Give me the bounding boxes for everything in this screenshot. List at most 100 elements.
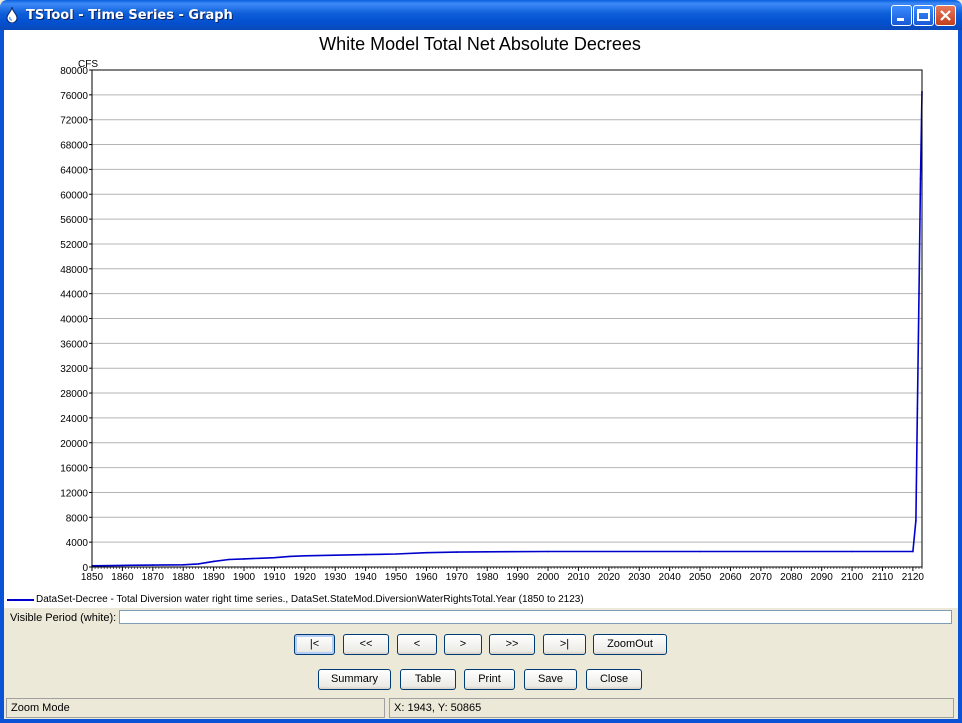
data-point <box>228 558 230 561</box>
x-tick-label: 2090 <box>811 572 834 583</box>
maximize-button[interactable] <box>913 5 934 26</box>
y-tick-label: 36000 <box>60 339 88 350</box>
y-tick-label: 8000 <box>66 513 89 524</box>
x-tick-label: 2110 <box>872 572 894 583</box>
data-point <box>456 551 458 553</box>
first-page-button[interactable]: |< <box>294 634 335 655</box>
legend-line-swatch <box>7 599 34 601</box>
x-tick-label: 2010 <box>567 572 590 583</box>
x-tick-label: 2050 <box>689 572 712 583</box>
print-button[interactable]: Print <box>464 669 515 690</box>
data-point <box>916 407 919 410</box>
window-frame <box>0 30 962 723</box>
data-point <box>699 550 701 553</box>
series-line-0 <box>91 91 923 567</box>
data-point <box>304 555 306 557</box>
x-tick-label: 1860 <box>111 572 134 583</box>
previous-page-button[interactable]: << <box>343 634 389 655</box>
title-bar: TSTool - Time Series - Graph <box>0 0 962 30</box>
x-tick-label: 2000 <box>537 572 560 583</box>
x-tick-label: 2060 <box>719 572 742 583</box>
y-tick-label: 44000 <box>60 290 88 301</box>
close-icon <box>940 10 951 21</box>
window-title: TSTool - Time Series - Graph <box>26 8 233 23</box>
data-point <box>918 292 920 295</box>
previous-button[interactable]: < <box>397 634 437 655</box>
status-mode: Zoom Mode <box>6 698 385 718</box>
data-point <box>395 553 397 555</box>
y-tick-label: 56000 <box>60 215 88 226</box>
x-tick-label: 1970 <box>446 572 469 583</box>
x-tick-label: 2020 <box>598 572 621 583</box>
data-point <box>486 551 489 553</box>
x-tick-label: 1880 <box>172 572 195 583</box>
data-point <box>851 550 853 553</box>
x-tick-label: 1990 <box>507 572 530 583</box>
next-button[interactable]: > <box>444 634 482 655</box>
data-point <box>182 564 184 566</box>
x-tick-label: 1870 <box>142 572 165 583</box>
x-tick-label: 1930 <box>324 572 347 583</box>
data-point <box>425 551 428 554</box>
y-tick-label: 76000 <box>60 91 88 102</box>
close-window-button[interactable] <box>935 5 956 26</box>
zoom-out-button[interactable]: ZoomOut <box>593 634 667 655</box>
y-tick-label: 80000 <box>60 66 88 77</box>
maximize-icon <box>917 9 930 21</box>
x-tick-label: 1940 <box>355 572 378 583</box>
x-tick-label: 1920 <box>294 572 317 583</box>
x-tick-label: 1950 <box>385 572 408 583</box>
y-tick-label: 40000 <box>60 315 88 326</box>
graph-area[interactable]: White Model Total Net Absolute Decrees C… <box>4 30 958 592</box>
data-point <box>915 519 917 522</box>
data-point <box>212 560 215 563</box>
legend-entry: DataSet-Decree - Total Diversion water r… <box>36 594 584 605</box>
summary-button[interactable]: Summary <box>318 669 391 690</box>
chart-title: White Model Total Net Absolute Decrees <box>319 34 641 54</box>
data-point <box>919 177 922 180</box>
x-tick-label: 2070 <box>750 572 773 583</box>
x-tick-label: 1900 <box>233 572 256 583</box>
x-tick-label: 2040 <box>659 572 682 583</box>
y-tick-label: 24000 <box>60 414 88 425</box>
data-point <box>197 563 200 565</box>
visible-period-label: Visible Period (white): <box>10 612 117 624</box>
close-button[interactable]: Close <box>586 669 642 690</box>
data-point <box>334 554 337 556</box>
data-point <box>258 557 260 560</box>
x-tick-label: 1890 <box>202 572 225 583</box>
y-tick-label: 72000 <box>60 116 88 127</box>
table-button[interactable]: Table <box>400 669 456 690</box>
minimize-button[interactable] <box>891 5 912 26</box>
y-tick-label: 32000 <box>60 364 88 375</box>
data-point <box>912 550 914 553</box>
next-page-button[interactable]: >> <box>489 634 535 655</box>
data-point <box>547 550 549 553</box>
visible-period-bar[interactable] <box>119 610 952 624</box>
data-point <box>288 555 291 558</box>
data-point <box>273 556 276 559</box>
y-tick-label: 60000 <box>60 190 88 201</box>
last-page-button[interactable]: >| <box>543 634 586 655</box>
data-point <box>364 553 367 556</box>
x-tick-label: 1850 <box>81 572 104 583</box>
x-tick-label: 2080 <box>780 572 803 583</box>
y-tick-label: 48000 <box>60 265 88 276</box>
legend: DataSet-Decree - Total Diversion water r… <box>4 592 958 608</box>
y-tick-label: 28000 <box>60 389 88 400</box>
plot-frame <box>91 69 923 568</box>
data-point <box>121 564 124 567</box>
data-point <box>243 558 245 560</box>
data-point <box>152 564 154 566</box>
x-tick-label: 1960 <box>415 572 438 583</box>
chart[interactable]: White Model Total Net Absolute Decrees C… <box>4 30 958 592</box>
y-tick-label: 20000 <box>60 439 88 450</box>
y-tick-label: 68000 <box>60 141 88 152</box>
y-tick-label: 4000 <box>66 538 89 549</box>
status-coordinates: X: 1943, Y: 50865 <box>389 698 954 718</box>
minimize-icon <box>897 18 904 21</box>
x-tick-label: 2030 <box>628 572 651 583</box>
save-button[interactable]: Save <box>524 669 577 690</box>
x-tick-label: 1980 <box>476 572 499 583</box>
x-tick-label: 1910 <box>263 572 286 583</box>
